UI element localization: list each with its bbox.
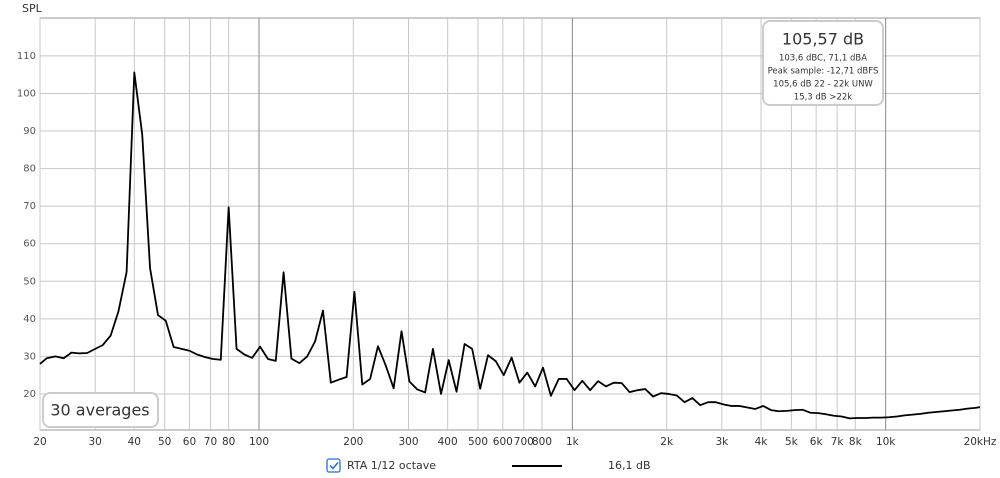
legend-label: RTA 1/12 octave (347, 459, 436, 472)
x-tick-label: 400 (438, 436, 458, 448)
x-tick-label: 500 (468, 436, 488, 448)
y-tick-label: 80 (23, 164, 36, 175)
y-tick-label: 110 (17, 51, 36, 62)
x-tick-label: 70 (204, 436, 217, 448)
x-tick-label: 5k (785, 436, 799, 448)
x-tick-label: 2k (660, 436, 674, 448)
y-tick-label: 70 (23, 201, 36, 212)
rta-line (39, 71, 981, 420)
x-tick-label: 4k (755, 436, 769, 448)
averages-box (42, 392, 159, 428)
x-tick-label: 6k (810, 436, 824, 448)
x-tick-label: 80 (222, 436, 235, 448)
x-tick-label: 600 (493, 436, 513, 448)
x-tick-label: 50 (158, 436, 171, 448)
x-tick-label: 300 (398, 436, 418, 448)
x-tick-label: 60 (183, 436, 196, 448)
y-tick-label: 40 (23, 314, 36, 325)
info-main: 105,57 dB (782, 30, 864, 49)
info-line: Peak sample: -12,71 dBFS (768, 67, 879, 77)
x-tick-label: 10k (876, 436, 896, 448)
x-tick-label: 3k (715, 436, 729, 448)
x-tick-label: 100 (249, 436, 269, 448)
y-tick-label: 20 (23, 389, 36, 400)
x-tick-label: 800 (532, 436, 552, 448)
x-tick-label: 200 (343, 436, 363, 448)
x-tick-label: 1k (566, 436, 580, 448)
info-line: 15,3 dB >22k (794, 93, 852, 103)
x-tick-label: 40 (128, 436, 141, 448)
x-tick-label: 20 (33, 436, 46, 448)
x-tick-label: 20kHz (964, 436, 997, 448)
y-tick-label: 30 (23, 351, 36, 362)
info-line: 103,6 dBC, 71,1 dBA (779, 54, 867, 64)
info-box (762, 20, 884, 106)
y-tick-label: 50 (23, 276, 36, 287)
legend-checkbox[interactable] (326, 458, 341, 473)
legend-value: 16,1 dB (608, 459, 651, 472)
info-line: 105,6 dB 22 - 22k UNW (773, 80, 873, 90)
averages: 30 averages (50, 401, 149, 420)
y-tick-label: 90 (23, 126, 36, 137)
y-tick-label: 100 (17, 88, 36, 99)
y-tick-label: 60 (23, 239, 36, 250)
x-tick-label: 700 (514, 436, 534, 448)
y-axis-label: SPL (22, 2, 43, 15)
x-tick-label: 30 (88, 436, 101, 448)
x-tick-label: 7k (831, 436, 845, 448)
x-tick-label: 8k (849, 436, 863, 448)
